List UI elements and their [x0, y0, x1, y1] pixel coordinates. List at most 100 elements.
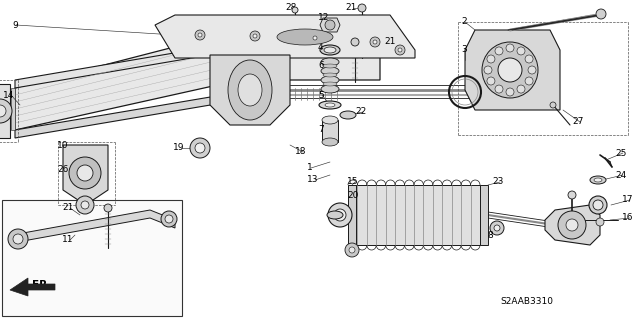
- Text: 25: 25: [615, 149, 627, 158]
- Circle shape: [13, 234, 23, 244]
- Text: 8: 8: [487, 231, 493, 240]
- Text: 21: 21: [62, 204, 74, 212]
- Circle shape: [190, 138, 210, 158]
- Circle shape: [550, 102, 556, 108]
- Circle shape: [490, 221, 504, 235]
- Ellipse shape: [321, 85, 339, 93]
- Polygon shape: [320, 18, 340, 32]
- Circle shape: [76, 196, 94, 214]
- Ellipse shape: [238, 74, 262, 106]
- Circle shape: [517, 47, 525, 55]
- Circle shape: [482, 42, 538, 98]
- Circle shape: [596, 218, 604, 226]
- Ellipse shape: [323, 73, 337, 77]
- Ellipse shape: [321, 67, 339, 75]
- Text: 20: 20: [347, 190, 358, 199]
- Text: 14: 14: [3, 91, 14, 100]
- Bar: [480, 185, 488, 245]
- Text: 21: 21: [384, 38, 396, 47]
- Polygon shape: [155, 15, 415, 58]
- Circle shape: [250, 31, 260, 41]
- Circle shape: [195, 143, 205, 153]
- Text: 23: 23: [492, 177, 504, 187]
- Polygon shape: [210, 55, 290, 125]
- Circle shape: [506, 44, 514, 52]
- Circle shape: [325, 20, 335, 30]
- Circle shape: [198, 33, 202, 37]
- Bar: [2, 200, 182, 316]
- Bar: [348, 185, 356, 245]
- Polygon shape: [15, 92, 240, 138]
- Text: 27: 27: [572, 117, 584, 127]
- Bar: [0, 84, 10, 138]
- Polygon shape: [15, 18, 380, 88]
- Circle shape: [253, 34, 257, 38]
- Ellipse shape: [321, 58, 339, 66]
- Circle shape: [165, 215, 173, 223]
- Text: 26: 26: [57, 166, 68, 174]
- Text: 5: 5: [318, 91, 324, 100]
- Ellipse shape: [322, 138, 338, 146]
- Ellipse shape: [321, 76, 339, 84]
- Polygon shape: [10, 278, 55, 296]
- Text: 11: 11: [62, 235, 74, 244]
- Circle shape: [104, 204, 112, 212]
- Circle shape: [373, 40, 377, 44]
- Circle shape: [525, 77, 533, 85]
- Text: 17: 17: [622, 196, 634, 204]
- Text: 10: 10: [57, 140, 68, 150]
- Circle shape: [398, 48, 402, 52]
- Circle shape: [77, 165, 93, 181]
- Ellipse shape: [327, 211, 343, 219]
- Ellipse shape: [324, 47, 336, 53]
- Circle shape: [528, 66, 536, 74]
- Text: 24: 24: [615, 170, 627, 180]
- Text: 9: 9: [12, 20, 18, 29]
- Circle shape: [81, 201, 89, 209]
- Text: 6: 6: [318, 61, 324, 70]
- Text: 22: 22: [355, 108, 366, 116]
- Circle shape: [495, 47, 503, 55]
- Text: 18: 18: [295, 147, 307, 157]
- Text: 3: 3: [461, 46, 467, 55]
- Circle shape: [351, 38, 359, 46]
- Ellipse shape: [322, 116, 338, 124]
- Ellipse shape: [319, 101, 341, 109]
- Polygon shape: [545, 205, 600, 245]
- Circle shape: [0, 105, 6, 117]
- Text: 28: 28: [285, 4, 296, 12]
- Text: 16: 16: [622, 213, 634, 222]
- Circle shape: [292, 7, 298, 13]
- Circle shape: [395, 45, 405, 55]
- Text: 7: 7: [318, 125, 324, 135]
- Circle shape: [334, 209, 346, 221]
- Text: 4: 4: [318, 43, 324, 53]
- Circle shape: [498, 58, 522, 82]
- Text: 15: 15: [347, 177, 358, 187]
- Polygon shape: [3, 88, 7, 130]
- Ellipse shape: [325, 103, 335, 107]
- Circle shape: [69, 157, 101, 189]
- Circle shape: [313, 36, 317, 40]
- Ellipse shape: [323, 64, 337, 68]
- Ellipse shape: [320, 45, 340, 55]
- Circle shape: [558, 211, 586, 239]
- Circle shape: [487, 77, 495, 85]
- Circle shape: [161, 211, 177, 227]
- Ellipse shape: [340, 111, 356, 119]
- Polygon shape: [465, 30, 560, 110]
- Ellipse shape: [590, 176, 606, 184]
- Text: 2: 2: [461, 18, 467, 26]
- Text: 1: 1: [307, 164, 313, 173]
- Circle shape: [195, 30, 205, 40]
- Circle shape: [494, 225, 500, 231]
- Circle shape: [593, 200, 603, 210]
- Ellipse shape: [228, 60, 272, 120]
- Polygon shape: [15, 30, 380, 130]
- Circle shape: [0, 99, 12, 123]
- Text: 12: 12: [318, 13, 330, 23]
- Circle shape: [345, 243, 359, 257]
- Circle shape: [484, 66, 492, 74]
- Circle shape: [506, 88, 514, 96]
- Text: 19: 19: [173, 144, 184, 152]
